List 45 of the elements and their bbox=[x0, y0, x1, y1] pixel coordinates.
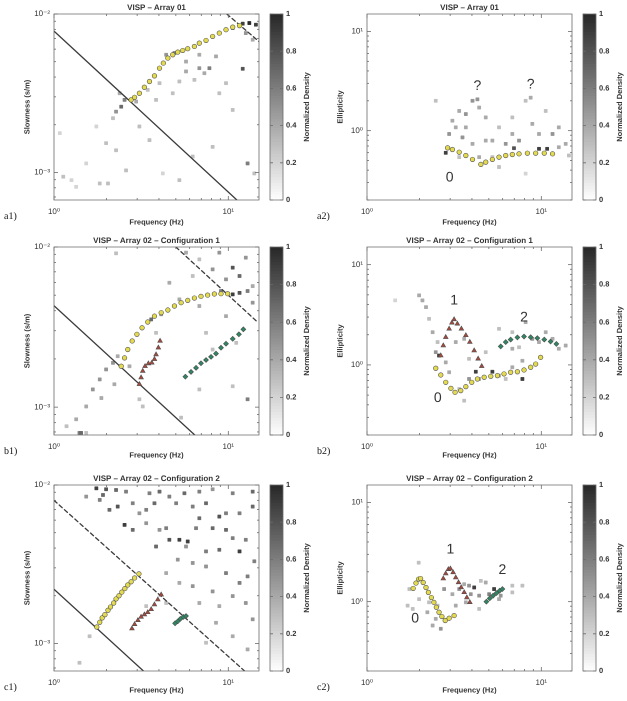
y-tick-label: 10⁻² bbox=[34, 9, 50, 18]
series-label: 1 bbox=[450, 291, 458, 308]
text: a2) bbox=[317, 211, 330, 222]
x-tick-label: 10⁰ bbox=[48, 678, 60, 688]
y-tick-label: 10⁻³ bbox=[34, 638, 50, 648]
text: b1) bbox=[4, 446, 18, 457]
x-tick-label: 10¹ bbox=[536, 678, 548, 688]
chart-title: VISP – Array 01 bbox=[127, 3, 186, 12]
x-tick-label: 10⁰ bbox=[360, 678, 374, 688]
series-label: 2 bbox=[498, 560, 506, 577]
x-tick-label: 10⁰ bbox=[360, 442, 374, 452]
text: c2) bbox=[317, 682, 330, 693]
series-label: 0 bbox=[411, 609, 420, 626]
x-tick-label: 10⁰ bbox=[48, 207, 60, 216]
series-label: 0 bbox=[446, 168, 454, 185]
x-tick-label: 10⁰ bbox=[360, 207, 374, 216]
annotation: ? bbox=[526, 76, 535, 92]
x-tick-label: 10¹ bbox=[222, 678, 234, 688]
y-tick-label: 10⁰ bbox=[350, 126, 363, 135]
y-tick-label: 10¹ bbox=[351, 498, 364, 507]
x-tick-label: 10¹ bbox=[536, 442, 548, 452]
text: c1) bbox=[4, 682, 17, 693]
chart-title: VISP – Array 02 – Configuration 2 bbox=[93, 474, 220, 483]
x-tick-label: 10¹ bbox=[222, 442, 234, 452]
chart-title: VISP – Array 01 bbox=[440, 3, 500, 12]
x-tick-label: 10¹ bbox=[222, 207, 234, 216]
text: a1) bbox=[4, 211, 17, 222]
x-tick-label: 10⁰ bbox=[48, 442, 60, 452]
series-label: 2 bbox=[520, 308, 528, 324]
y-tick-label: 10⁰ bbox=[350, 360, 363, 370]
y-tick-label: 10⁻³ bbox=[34, 168, 50, 177]
text: b2) bbox=[317, 446, 330, 457]
y-tick-label: 10⁻³ bbox=[34, 402, 50, 412]
chart-title: VISP – Array 02 – Configuration 1 bbox=[93, 236, 220, 245]
x-tick-label: 10¹ bbox=[536, 207, 548, 216]
y-tick-label: 10¹ bbox=[351, 26, 364, 36]
chart-title: VISP – Array 02 – Configuration 2 bbox=[406, 474, 534, 483]
y-tick-label: 10⁰ bbox=[350, 596, 363, 606]
annotation: ? bbox=[474, 77, 482, 94]
series-label: 1 bbox=[446, 540, 455, 557]
chart-title: VISP – Array 02 – Configuration 1 bbox=[406, 236, 534, 245]
y-tick-label: 10¹ bbox=[351, 260, 364, 269]
y-tick-label: 10⁻² bbox=[34, 242, 50, 252]
y-tick-label: 10⁻² bbox=[34, 480, 50, 490]
series-label: 0 bbox=[434, 389, 442, 406]
